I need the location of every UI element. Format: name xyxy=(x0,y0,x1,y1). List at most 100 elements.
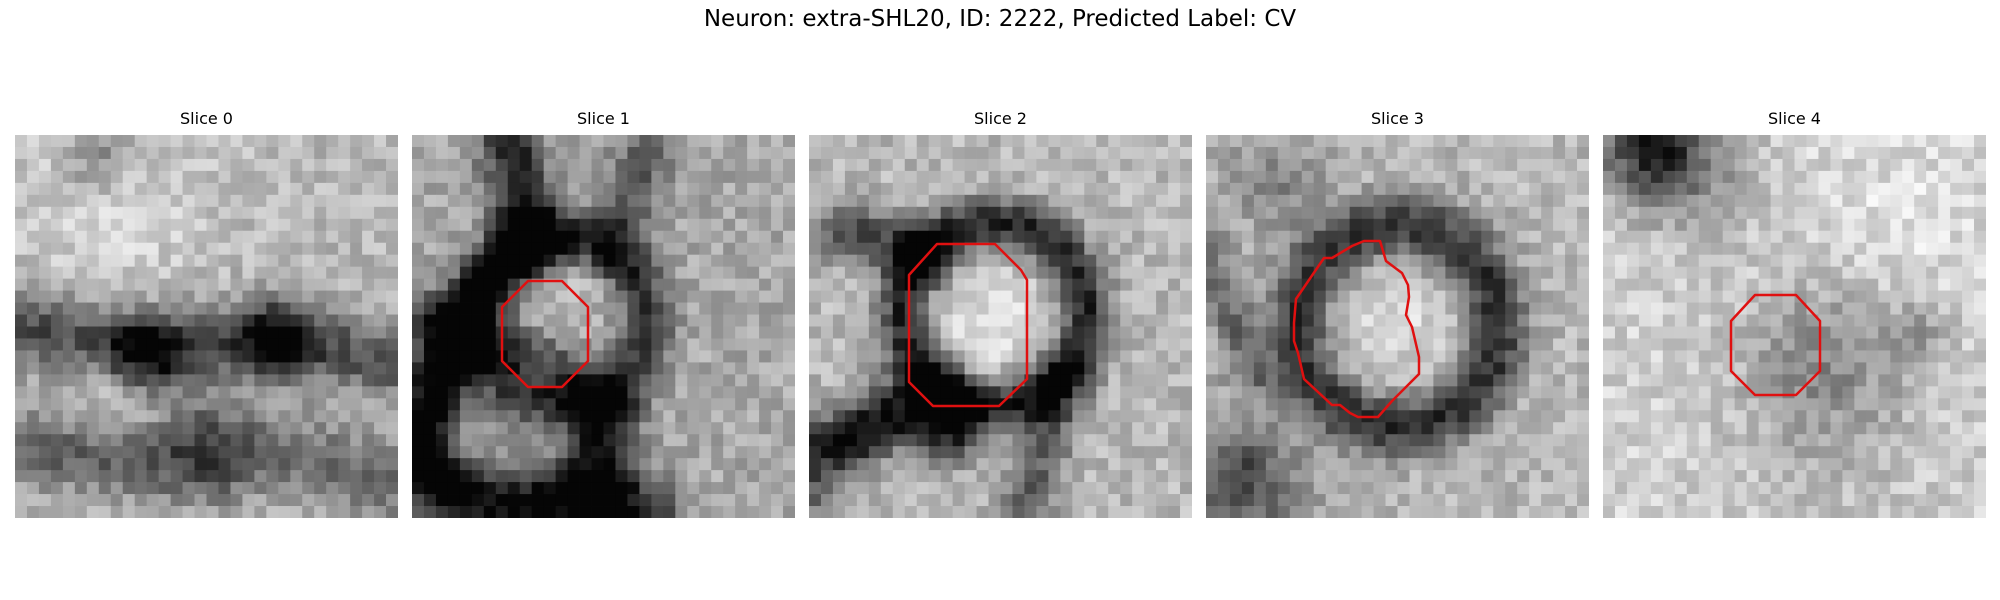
image-pixel xyxy=(435,278,449,291)
image-pixel xyxy=(603,470,616,483)
image-pixel xyxy=(1156,314,1169,327)
image-pixel xyxy=(242,398,255,411)
image-pixel xyxy=(302,302,315,315)
image-pixel xyxy=(1048,398,1061,411)
image-pixel xyxy=(74,230,88,244)
image-pixel xyxy=(1373,470,1386,483)
image-pixel xyxy=(314,290,327,303)
image-pixel xyxy=(435,398,449,411)
image-pixel xyxy=(1024,230,1037,244)
image-pixel xyxy=(844,254,858,268)
image-pixel xyxy=(735,470,748,483)
image-pixel xyxy=(1301,482,1315,495)
image-pixel xyxy=(1650,206,1664,220)
image-pixel xyxy=(868,170,882,184)
image-pixel xyxy=(1120,230,1133,244)
image-pixel xyxy=(1662,362,1676,375)
image-pixel xyxy=(759,158,772,172)
image-pixel xyxy=(1277,350,1291,363)
image-pixel xyxy=(1445,374,1458,387)
image-pixel xyxy=(868,218,882,232)
image-pixel xyxy=(1012,146,1025,160)
image-pixel xyxy=(1206,494,1219,507)
image-pixel xyxy=(543,290,557,303)
image-pixel xyxy=(26,434,40,447)
image-pixel xyxy=(1962,266,1975,280)
image-pixel xyxy=(771,278,784,291)
image-pixel xyxy=(1253,494,1267,507)
image-pixel xyxy=(651,494,664,507)
image-pixel xyxy=(74,242,88,256)
image-pixel xyxy=(868,194,882,208)
image-pixel xyxy=(567,135,580,148)
image-pixel xyxy=(940,482,954,495)
image-pixel xyxy=(1168,446,1181,459)
image-pixel xyxy=(809,266,822,280)
image-pixel xyxy=(675,135,688,148)
image-pixel xyxy=(832,446,846,459)
image-pixel xyxy=(1914,266,1927,280)
image-pixel xyxy=(1229,230,1243,244)
image-pixel xyxy=(290,170,303,184)
image-pixel xyxy=(1108,470,1121,483)
image-pixel xyxy=(952,482,965,495)
image-pixel xyxy=(976,326,989,339)
image-pixel xyxy=(809,230,822,244)
image-pixel xyxy=(1012,302,1025,315)
image-pixel xyxy=(1168,326,1181,339)
image-pixel xyxy=(1830,398,1843,411)
image-pixel xyxy=(1818,135,1831,148)
image-pixel xyxy=(1060,182,1073,196)
image-pixel xyxy=(1036,290,1049,303)
image-pixel xyxy=(1842,410,1855,423)
image-pixel xyxy=(771,458,784,471)
image-pixel xyxy=(1206,242,1219,256)
image-pixel xyxy=(435,494,449,507)
image-pixel xyxy=(110,230,124,244)
image-pixel xyxy=(783,290,795,303)
image-pixel xyxy=(230,398,243,411)
image-pixel xyxy=(26,218,40,232)
image-pixel xyxy=(242,254,255,268)
image-pixel xyxy=(62,242,76,256)
image-pixel xyxy=(964,446,977,459)
image-pixel xyxy=(1758,326,1771,339)
image-pixel xyxy=(459,278,473,291)
image-pixel xyxy=(1132,326,1145,339)
image-pixel xyxy=(362,254,375,268)
image-pixel xyxy=(1902,254,1915,268)
image-pixel xyxy=(579,206,592,220)
image-pixel xyxy=(1565,446,1578,459)
image-pixel xyxy=(86,386,100,399)
image-pixel xyxy=(50,374,64,387)
image-pixel xyxy=(1096,494,1109,507)
image-pixel xyxy=(459,338,473,351)
image-pixel xyxy=(1180,506,1192,518)
image-pixel xyxy=(627,470,640,483)
image-pixel xyxy=(928,206,942,220)
image-pixel xyxy=(1746,158,1759,172)
image-pixel xyxy=(1529,326,1542,339)
image-pixel xyxy=(1048,135,1061,148)
image-pixel xyxy=(423,482,437,495)
image-pixel xyxy=(1433,290,1446,303)
image-pixel xyxy=(471,206,485,220)
image-pixel xyxy=(338,422,351,435)
image-pixel xyxy=(687,422,700,435)
image-pixel xyxy=(495,398,509,411)
image-pixel xyxy=(735,446,748,459)
image-pixel xyxy=(1553,170,1566,184)
image-pixel xyxy=(194,494,207,507)
image-pixel xyxy=(1758,194,1771,208)
image-pixel xyxy=(1132,135,1145,148)
image-pixel xyxy=(675,386,688,399)
image-pixel xyxy=(218,506,231,518)
image-pixel xyxy=(278,206,291,220)
image-pixel xyxy=(1096,266,1109,280)
image-pixel xyxy=(1229,338,1243,351)
image-pixel xyxy=(555,362,568,375)
image-pixel xyxy=(1241,386,1255,399)
image-pixel xyxy=(423,326,437,339)
image-pixel xyxy=(1349,206,1362,220)
image-pixel xyxy=(158,146,171,160)
